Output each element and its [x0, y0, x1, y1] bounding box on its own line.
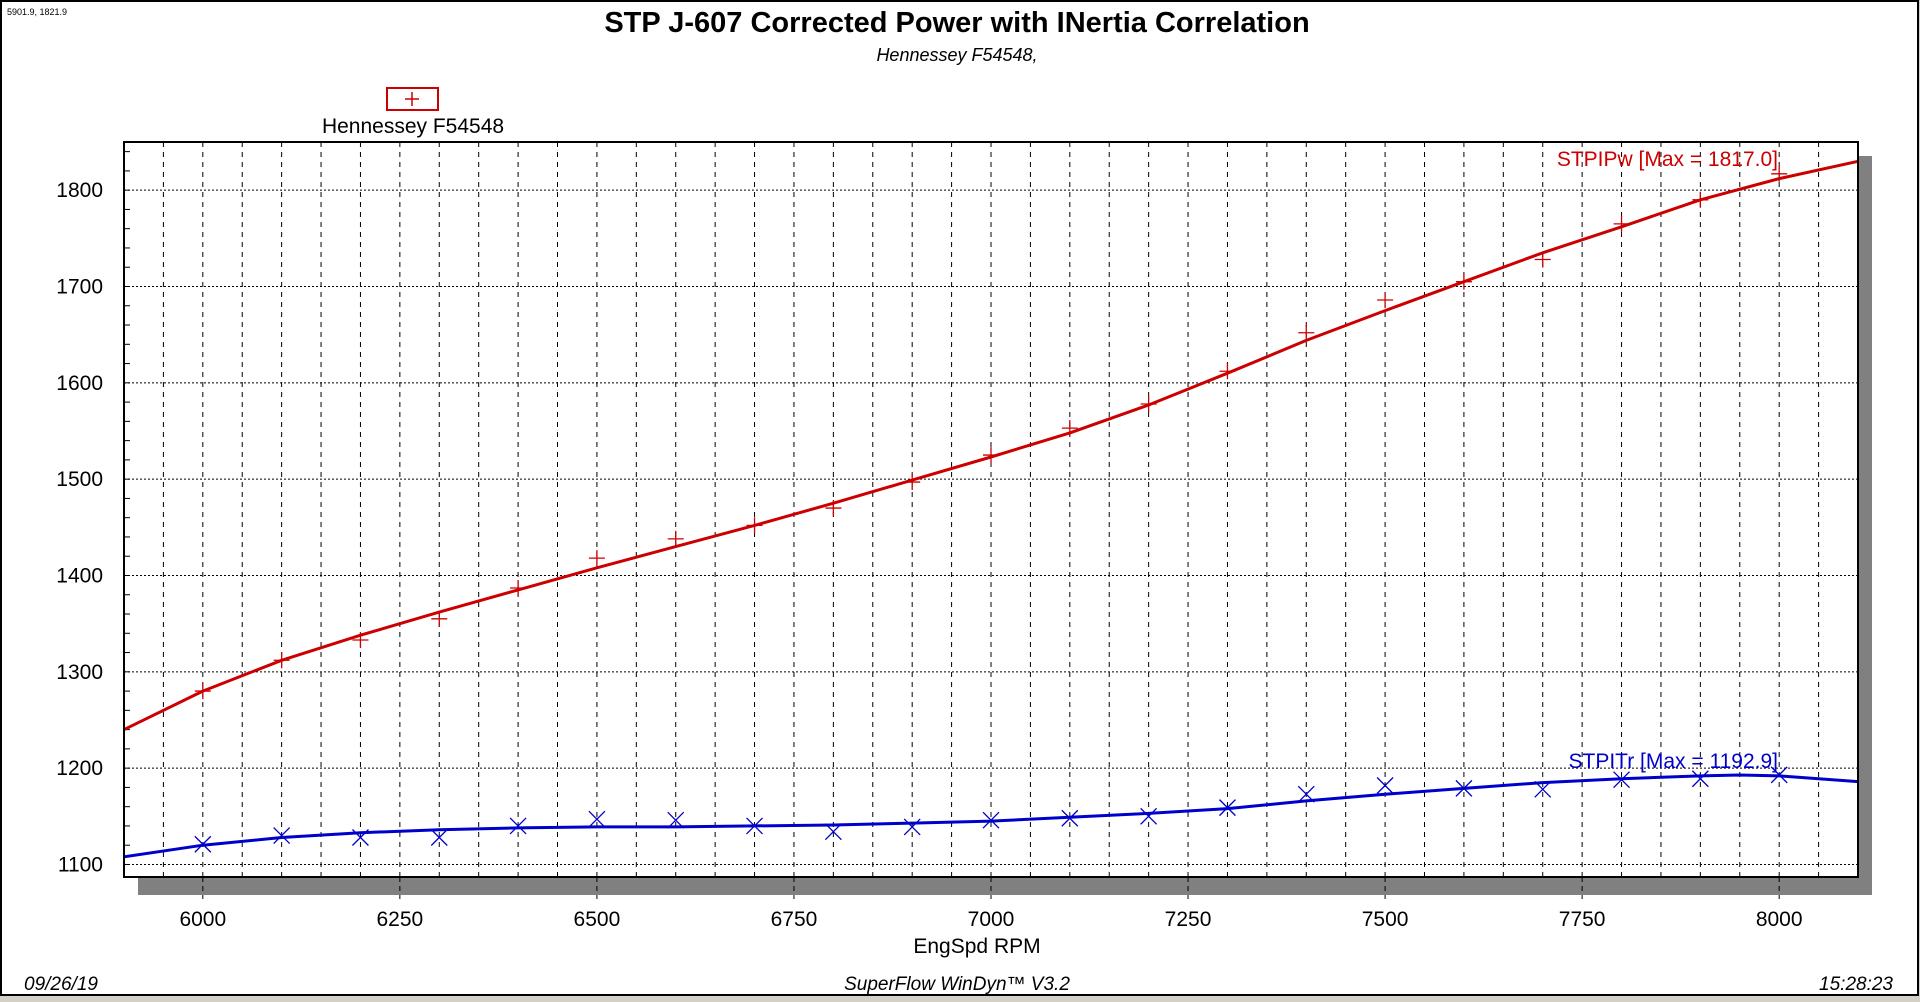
- x-axis-label: EngSpd RPM: [913, 935, 1040, 958]
- data-point-plus: [194, 683, 211, 700]
- footer-date: 09/26/19: [24, 974, 98, 995]
- data-point-x: [273, 827, 291, 845]
- data-point-x: [667, 811, 685, 829]
- y-tick-label: 1200: [56, 757, 103, 780]
- legend-plus-icon: [405, 92, 419, 106]
- x-tick-label: 6000: [179, 908, 226, 931]
- y-tick-label: 1300: [56, 661, 103, 684]
- x-tick-label: 6750: [771, 908, 818, 931]
- data-point-plus: [352, 632, 369, 649]
- data-point-plus: [588, 550, 605, 567]
- chart-title: STP J-607 Corrected Power with INertia C…: [604, 7, 1309, 39]
- data-point-plus: [1692, 191, 1709, 208]
- data-point-plus: [667, 530, 684, 547]
- y-tick-label: 1800: [56, 179, 103, 202]
- coord-readout: 5901.9, 1821.9: [7, 7, 67, 17]
- y-tick-label: 1100: [58, 853, 103, 876]
- y-tick-label: 1500: [56, 468, 103, 491]
- data-point-plus: [1613, 215, 1630, 232]
- footer-software: SuperFlow WinDyn™ V3.2: [844, 974, 1070, 995]
- x-tick-label: 6250: [377, 908, 424, 931]
- data-point-plus: [904, 474, 921, 491]
- y-tick-label: 1600: [56, 372, 103, 395]
- data-point-plus: [1455, 273, 1472, 290]
- data-point-plus: [510, 580, 527, 597]
- y-tick-labels: 1100 1200 1300 1400 1500 1600 1700 1800: [56, 179, 103, 876]
- data-point-x: [1376, 777, 1394, 794]
- data-point-x: [982, 811, 1000, 829]
- data-point-x: [509, 817, 527, 835]
- series-torque: [123, 766, 1859, 859]
- x-tick-label: 6500: [574, 908, 621, 931]
- data-point-x: [1140, 807, 1158, 825]
- x-tick-label: 7750: [1559, 908, 1606, 931]
- series-label-torque: STPITr [Max = 1192.9]: [1569, 750, 1779, 773]
- legend-label: Hennessey F54548: [322, 115, 504, 138]
- data-point-x: [1218, 799, 1236, 817]
- data-point-plus: [825, 500, 842, 517]
- data-point-x: [194, 835, 212, 853]
- y-tick-label: 1400: [56, 564, 103, 587]
- y-tick-label: 1700: [56, 275, 103, 298]
- data-point-plus: [983, 447, 999, 464]
- x-tick-labels: 6000 6250 6500 6750 7000 7250 7500 7750 8000: [179, 908, 1802, 931]
- series-power: [123, 159, 1859, 731]
- data-point-plus: [746, 517, 763, 534]
- data-point-x: [588, 810, 606, 828]
- legend: Hennessey F54548: [322, 87, 504, 138]
- data-point-plus: [1061, 420, 1078, 437]
- data-point-x: [1297, 785, 1315, 803]
- grid: [124, 142, 1858, 877]
- data-point-plus: [1771, 165, 1788, 182]
- data-point-x: [1770, 766, 1788, 784]
- data-point-x: [430, 829, 448, 846]
- data-point-plus: [273, 652, 290, 669]
- data-point-plus: [431, 610, 448, 627]
- data-point-plus: [1219, 363, 1236, 380]
- plot-frame: [123, 141, 1859, 878]
- data-point-x: [903, 818, 921, 836]
- data-point-x: [824, 823, 842, 841]
- data-point-x: [1691, 770, 1709, 788]
- x-tick-label: 8000: [1756, 908, 1803, 931]
- data-point-x: [351, 829, 369, 846]
- data-point-plus: [1298, 324, 1315, 341]
- data-point-plus: [1140, 396, 1157, 413]
- series-layer: [123, 159, 1859, 859]
- data-point-x: [746, 817, 764, 835]
- data-point-x: [1061, 809, 1079, 827]
- series-label-power: STPIPw [Max = 1817.0]: [1557, 148, 1778, 171]
- data-point-plus: [1534, 251, 1551, 268]
- x-tick-label: 7250: [1165, 908, 1212, 931]
- data-point-plus: [1377, 291, 1394, 308]
- data-point-x: [1613, 771, 1631, 789]
- x-tick-label: 7000: [968, 908, 1015, 931]
- series-curve: [123, 773, 1859, 859]
- x-tick-label: 7500: [1362, 908, 1409, 931]
- footer-time: 15:28:23: [1819, 974, 1893, 995]
- data-point-x: [1455, 779, 1473, 797]
- chart-subtitle: Hennessey F54548,: [876, 45, 1037, 65]
- data-point-x: [1534, 780, 1552, 798]
